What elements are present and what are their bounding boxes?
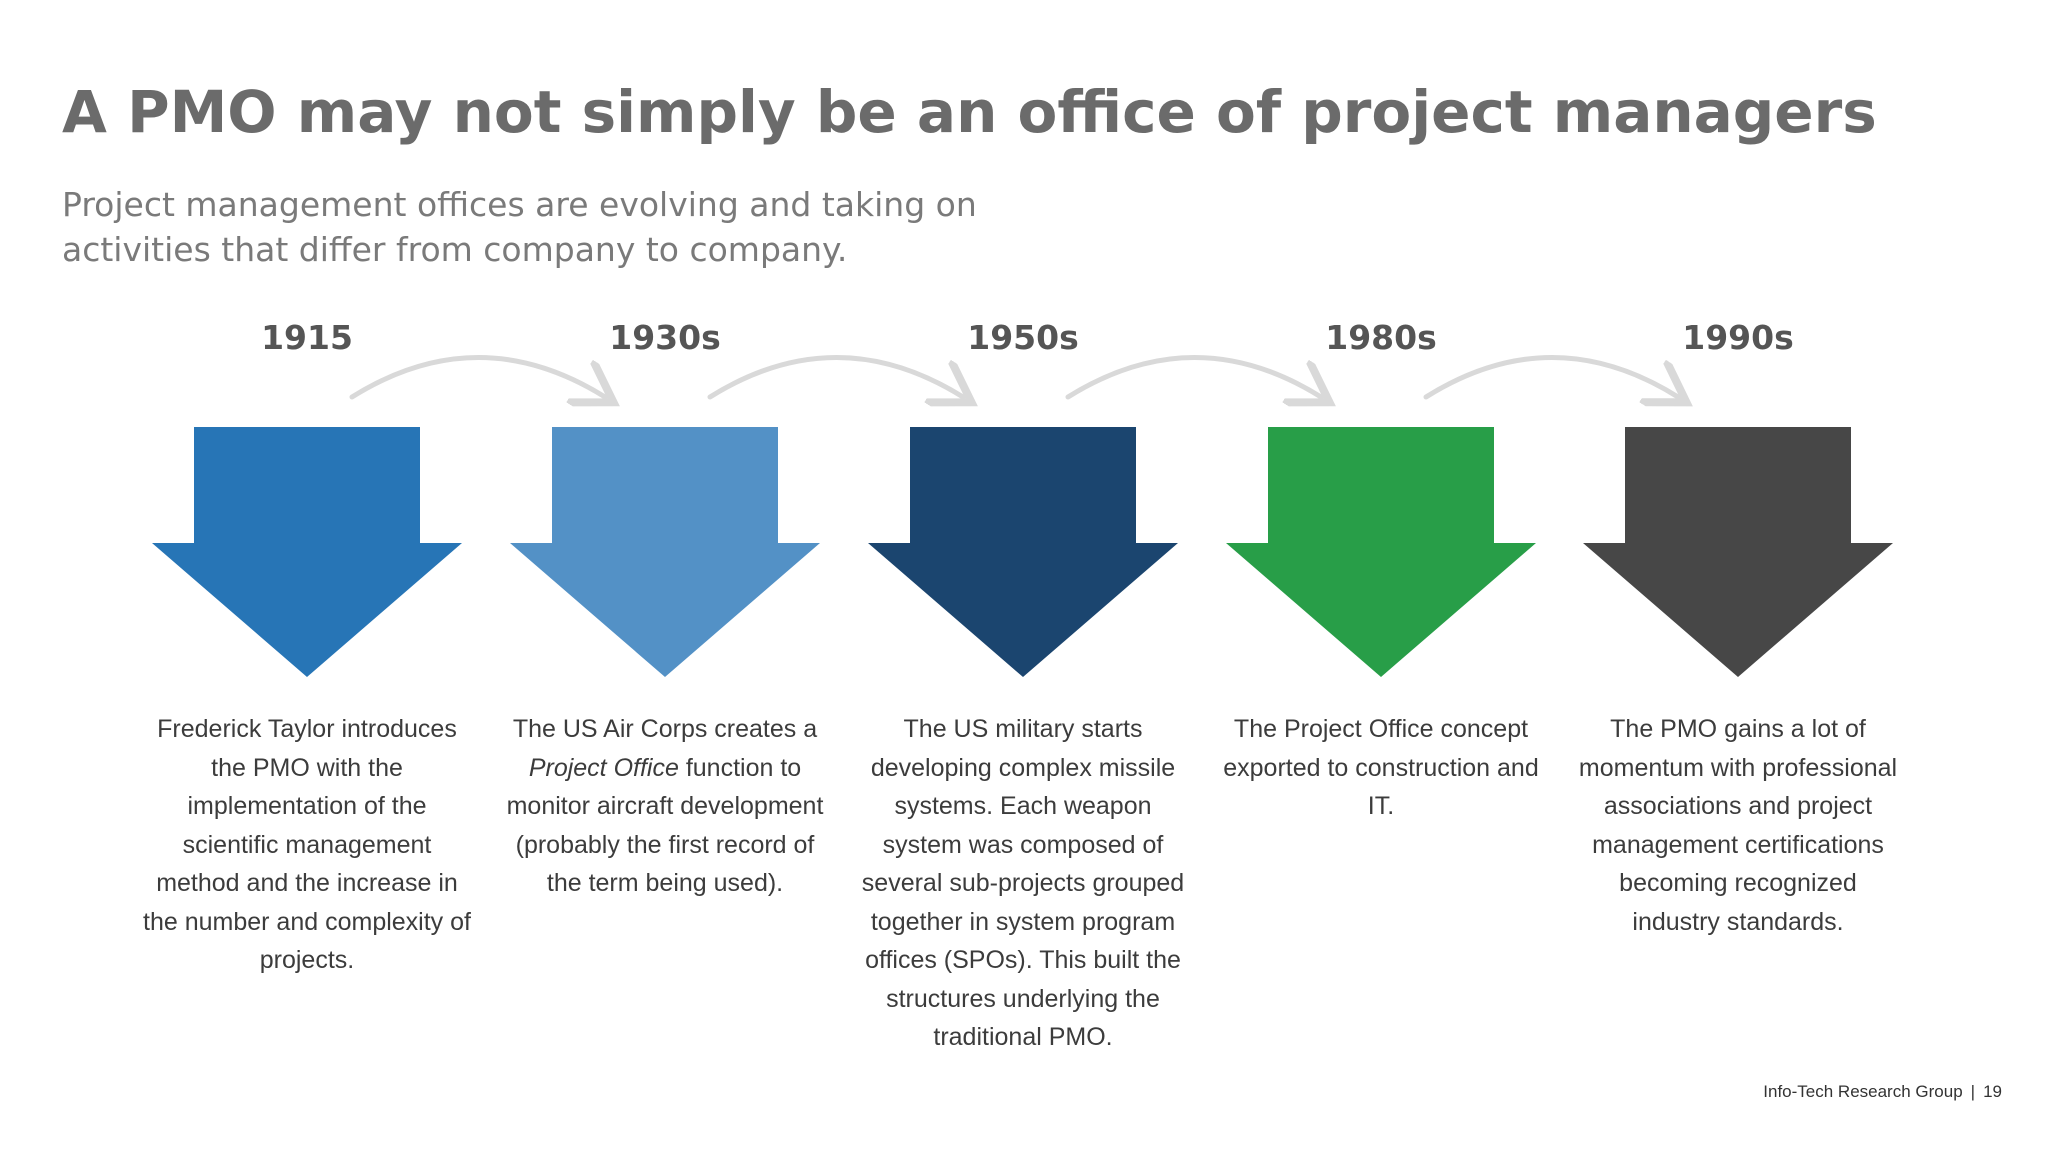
footer-separator: | [1970, 1082, 1976, 1101]
timeline-description-1930s: The US Air Corps creates a Project Offic… [506, 715, 824, 897]
timeline-description-1990s: The PMO gains a lot of momentum with pro… [1578, 715, 1898, 936]
footer-org: Info-Tech Research Group [1763, 1082, 1963, 1101]
down-arrow-1980s [1226, 427, 1536, 677]
project-office-term: Project Office [528, 753, 679, 782]
slide-title: A PMO may not simply be an office of pro… [62, 78, 1877, 146]
timeline-year-1990s: 1990s [1682, 318, 1794, 357]
timeline-year-1950s: 1950s [967, 318, 1079, 357]
timeline-year-1915: 1915 [261, 318, 353, 357]
curved-connector-arrow-1930s-to-1950s [707, 355, 963, 398]
subtitle-line-1: Project management offices are evolving … [62, 185, 977, 224]
curved-connector-arrow-1915-to-1930s [349, 355, 605, 398]
timeline-year-1930s: 1930s [609, 318, 721, 357]
timeline-year-1980s: 1980s [1325, 318, 1437, 357]
down-arrow-1950s [868, 427, 1178, 677]
down-arrow-1990s [1583, 427, 1893, 677]
slide-footer: Info-Tech Research Group | 19 [1763, 1082, 2002, 1102]
slide-subtitle: Project management offices are evolving … [62, 182, 982, 272]
down-arrow-1915 [152, 427, 462, 677]
subtitle-line-2: activities that differ from company to c… [62, 230, 848, 269]
timeline-description-1950s: The US military starts developing comple… [861, 715, 1185, 1051]
page-number: 19 [1983, 1082, 2002, 1101]
curved-connector-arrow-1950s-to-1980s [1065, 355, 1321, 398]
down-arrow-1930s [510, 427, 820, 677]
timeline-description-1980s: The Project Office concept exported to c… [1223, 715, 1539, 820]
timeline-description-1915: Frederick Taylor introduces the PMO with… [143, 715, 471, 974]
curved-connector-arrow-1980s-to-1990s [1423, 355, 1678, 398]
